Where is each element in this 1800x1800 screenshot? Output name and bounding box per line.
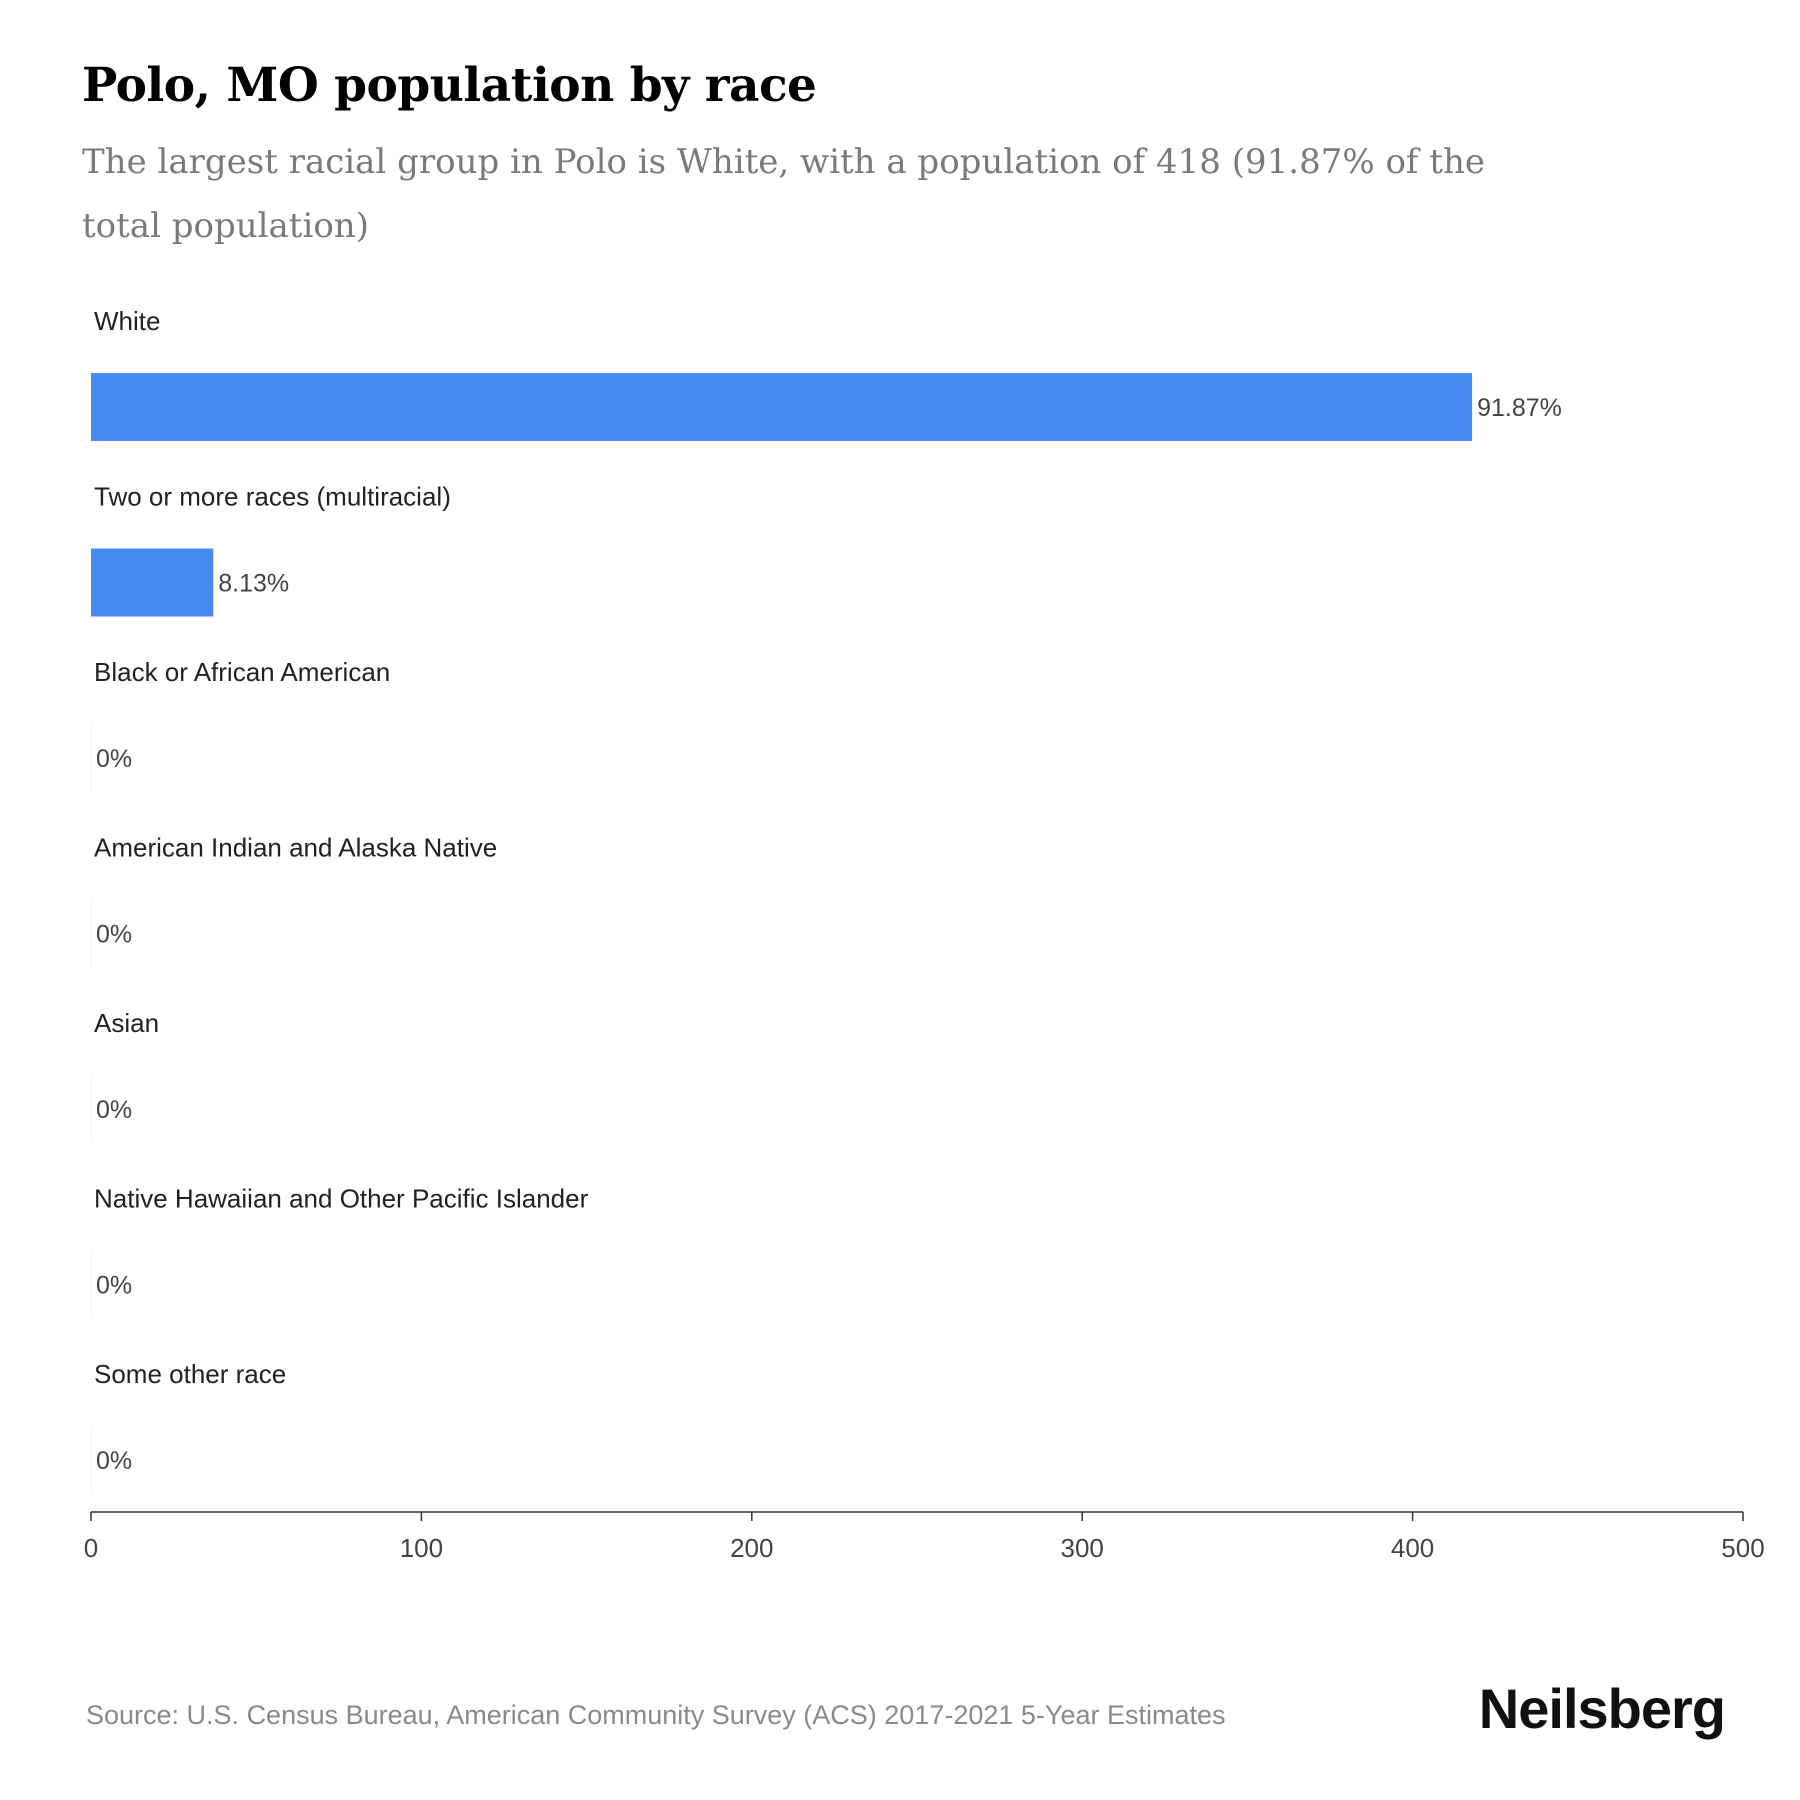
- data-label: 0%: [96, 1096, 132, 1124]
- x-tick-label: 100: [400, 1533, 443, 1563]
- x-tick-label: 300: [1061, 1533, 1104, 1563]
- x-tick-label: 500: [1721, 1533, 1764, 1563]
- category-label: Black or African American: [94, 657, 390, 687]
- data-label: 91.87%: [1477, 394, 1562, 422]
- chart-subtitle: The largest racial group in Polo is Whit…: [82, 142, 1485, 246]
- x-tick-label: 0: [84, 1533, 98, 1563]
- data-label: 0%: [96, 1447, 132, 1475]
- category-label: Some other race: [94, 1359, 286, 1389]
- data-label: 0%: [96, 745, 132, 773]
- bar: [91, 548, 214, 617]
- x-tick-label: 200: [730, 1533, 773, 1563]
- bar: [91, 373, 1473, 441]
- data-label: 0%: [96, 921, 132, 949]
- source-note: Source: U.S. Census Bureau, American Com…: [86, 1700, 1226, 1730]
- data-label: 0%: [96, 1272, 132, 1300]
- x-tick-label: 400: [1391, 1533, 1434, 1563]
- category-label: American Indian and Alaska Native: [94, 833, 497, 863]
- category-label: White: [94, 306, 160, 336]
- category-label: Native Hawaiian and Other Pacific Island…: [94, 1184, 589, 1214]
- category-label: Two or more races (multiracial): [94, 482, 451, 512]
- category-label: Asian: [94, 1008, 159, 1038]
- data-label: 8.13%: [218, 570, 289, 598]
- neilsberg-logo: Neilsberg: [1478, 1677, 1726, 1740]
- chart-title: Polo, MO population by race: [82, 58, 817, 113]
